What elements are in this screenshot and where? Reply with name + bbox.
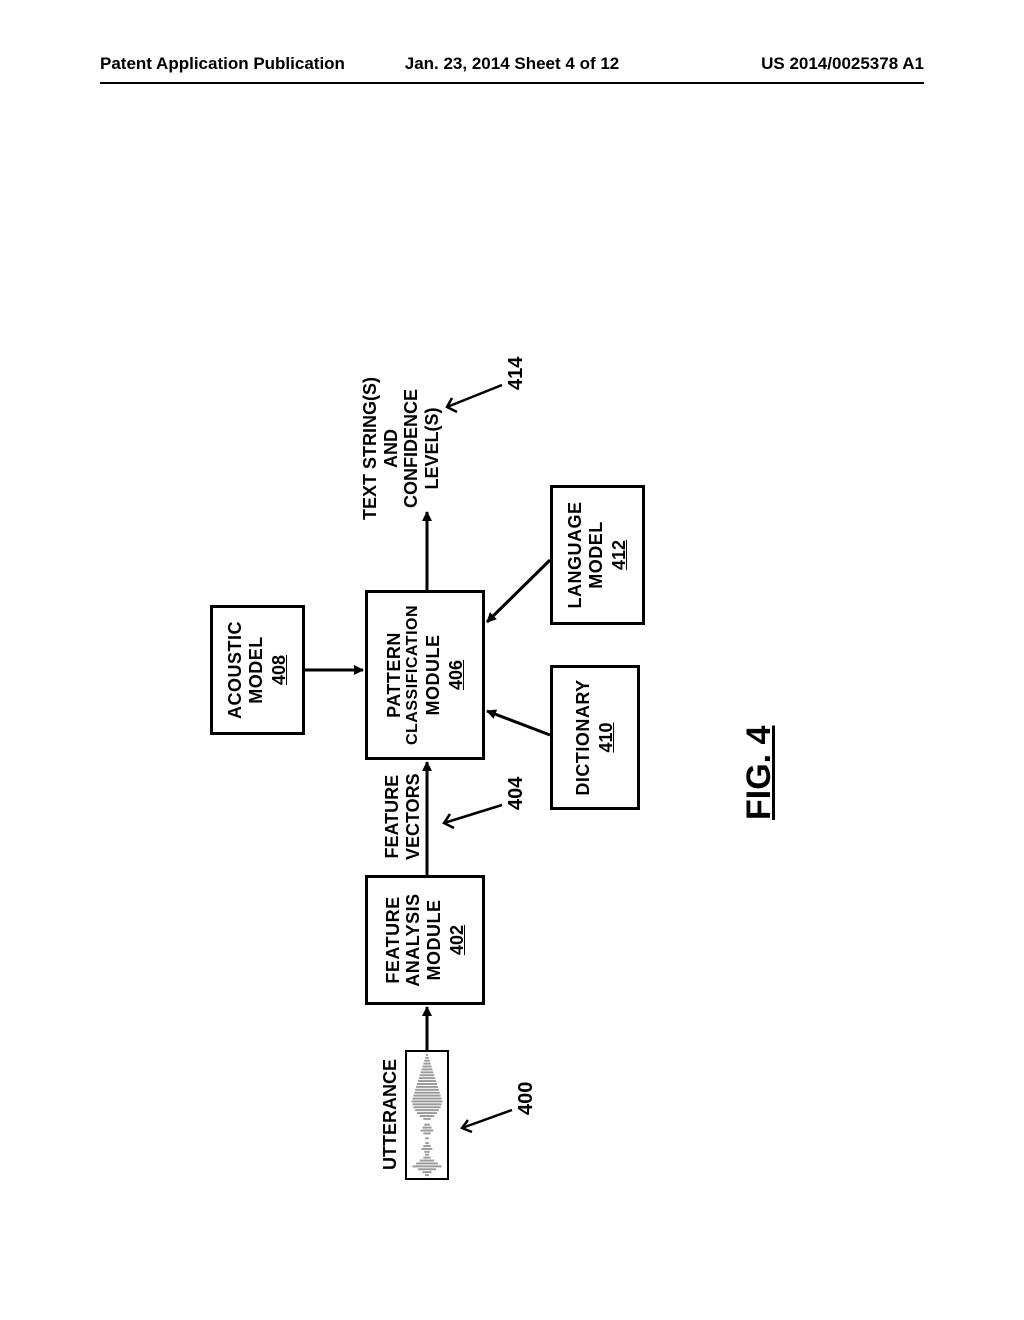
figure-4-diagram: UTTERANCE (0, 130, 1024, 1230)
figure-caption: FIG. 4 (740, 726, 779, 820)
pub-right: US 2014/0025378 A1 (761, 54, 924, 74)
header-rule (100, 82, 924, 84)
pub-left: Patent Application Publication (100, 54, 345, 74)
pub-center: Jan. 23, 2014 Sheet 4 of 12 (405, 54, 620, 74)
